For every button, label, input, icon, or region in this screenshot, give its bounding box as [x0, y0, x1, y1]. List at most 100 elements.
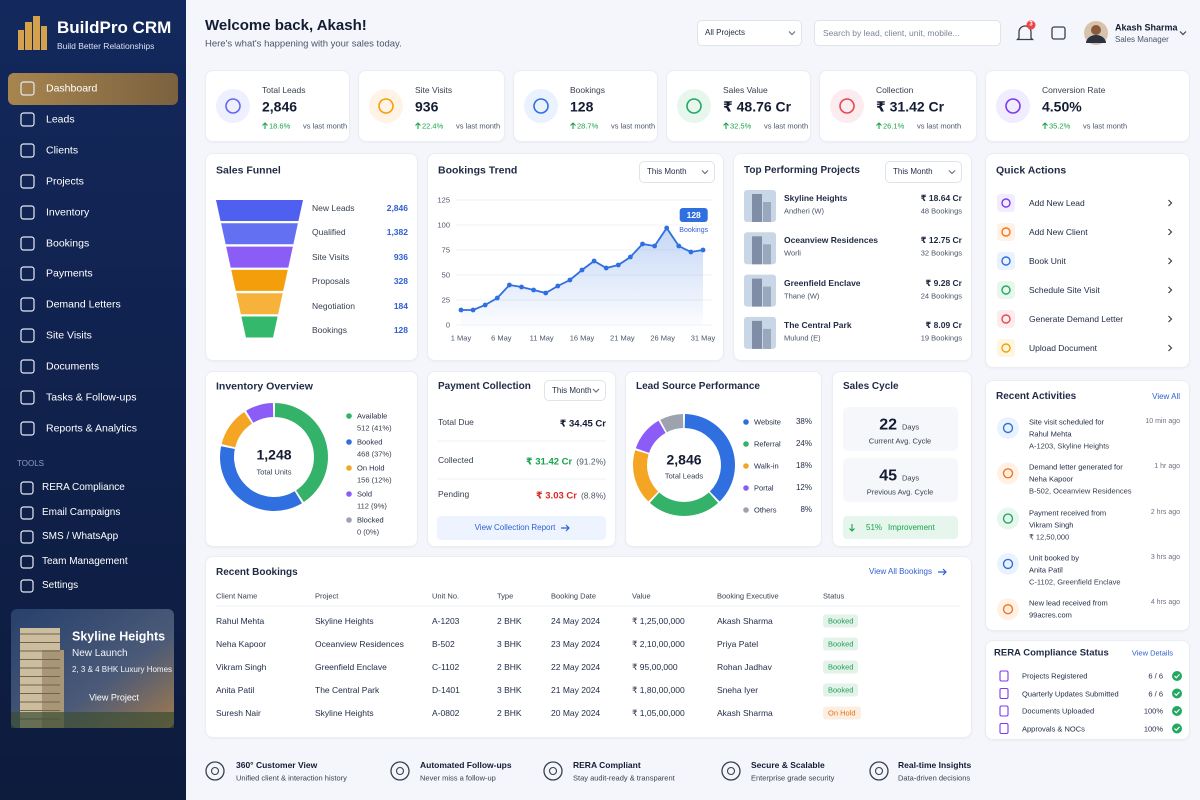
project-name[interactable]: Skyline Heights — [784, 192, 848, 203]
nav-item[interactable]: Documents — [46, 360, 100, 373]
table-cell: 2 BHK — [497, 615, 522, 626]
nav-item[interactable]: SMS / WhatsApp — [42, 531, 119, 542]
feature-description: Enterprise grade security — [751, 773, 835, 783]
nav-item[interactable]: Reports & Analytics — [46, 422, 138, 435]
check-icon — [1172, 706, 1182, 716]
arrow — [561, 524, 570, 532]
dropdown[interactable] — [544, 380, 606, 401]
chevron — [1179, 31, 1187, 36]
dropdown-label[interactable]: This Month — [647, 167, 687, 177]
nav-item[interactable]: Dashboard — [46, 82, 98, 95]
card-title: Recent Activities — [996, 391, 1077, 402]
nav-item[interactable]: Demand Letters — [46, 298, 121, 311]
view-all-link[interactable]: View All Bookings — [869, 567, 932, 577]
dropdown[interactable] — [885, 161, 962, 183]
nav-item[interactable]: Bookings — [46, 237, 90, 250]
nav-item[interactable]: Projects — [46, 175, 84, 188]
cycle-box — [843, 407, 958, 451]
chevron — [948, 170, 956, 175]
chevron — [1168, 257, 1173, 265]
promo-button-label[interactable]: View Project — [89, 692, 139, 703]
nav-item[interactable]: RERA Compliance — [42, 482, 125, 493]
user-name: Akash Sharma — [1115, 22, 1178, 33]
column-header: Value — [632, 591, 651, 601]
funnel-value: 2,846 — [386, 202, 408, 213]
table-cell: Skyline Heights — [315, 615, 374, 626]
page-subtitle: Here's what's happening with your sales … — [205, 38, 402, 50]
nav-item[interactable]: Tasks & Follow-ups — [46, 391, 137, 404]
notification-count: 3 — [1029, 21, 1033, 28]
button-label[interactable]: View Collection Report — [474, 523, 556, 533]
chevron — [1168, 199, 1173, 207]
dropdown-label[interactable]: This Month — [893, 167, 933, 177]
donut-segment — [633, 450, 659, 502]
kpi-period: vs last month — [917, 121, 962, 131]
table-cell: Priya Patel — [717, 638, 759, 649]
funnel-label: Proposals — [312, 276, 350, 287]
activity-icon-background — [997, 462, 1019, 485]
check-icon — [1174, 726, 1180, 732]
action-icon-background — [997, 194, 1015, 212]
dropdown[interactable] — [639, 161, 715, 183]
quick-action[interactable]: Upload Document — [1029, 342, 1098, 353]
quick-action[interactable]: Add New Client — [1029, 226, 1088, 237]
table-cell: Oceanview Residences — [315, 638, 404, 649]
notification-badge — [1026, 20, 1036, 30]
funnel-label: New Leads — [312, 202, 355, 213]
arrow-up — [570, 122, 576, 129]
rera-status-card — [985, 640, 1190, 740]
quick-action[interactable]: Add New Lead — [1029, 197, 1085, 208]
rera-value: 6 / 6 — [1148, 689, 1163, 698]
legend-marker — [346, 491, 352, 497]
search-box[interactable] — [814, 20, 1001, 46]
collection-report-button[interactable] — [437, 516, 606, 540]
project-thumbnail — [752, 236, 762, 265]
user-role: Sales Manager — [1115, 35, 1169, 45]
trend-point — [555, 283, 561, 289]
project-name[interactable]: Oceanview Residences — [784, 235, 879, 246]
payment-label: Total Due — [438, 416, 474, 427]
kpi-icon-background — [677, 89, 711, 123]
improvement-value: 51% — [866, 523, 883, 533]
kpi-value: ₹ 48.76 Cr — [723, 98, 792, 115]
project-name[interactable]: The Central Park — [784, 319, 852, 330]
table-cell: Rohan Jadhav — [717, 661, 772, 672]
dropdown-label[interactable]: All Projects — [705, 28, 746, 38]
project-bookings: 32 Bookings — [920, 248, 962, 258]
rera-label: Quarterly Updates Submitted — [1022, 689, 1119, 698]
nav-item[interactable]: Inventory — [46, 206, 90, 219]
dropdown[interactable] — [697, 20, 802, 46]
cycle-unit: Days — [902, 422, 920, 432]
nav-item[interactable]: Clients — [46, 144, 79, 157]
activity-time: 2 hrs ago — [1150, 508, 1180, 516]
project-name[interactable]: Greenfield Enclave — [784, 277, 861, 288]
trend-point — [700, 247, 706, 253]
nav-item[interactable]: Email Campaigns — [42, 507, 121, 518]
quick-action[interactable]: Generate Demand Letter — [1029, 313, 1124, 324]
nav-item[interactable]: Payments — [46, 267, 93, 280]
project-thumbnail — [752, 320, 762, 349]
donut-segment — [246, 403, 274, 423]
table-cell: D-1401 — [432, 684, 460, 695]
quick-action[interactable]: Book Unit — [1029, 255, 1066, 266]
kpi-icon-background — [830, 89, 864, 123]
promo-description: 2, 3 & 4 BHK Luxury Homes — [72, 665, 173, 675]
legend-value: 8% — [800, 505, 812, 515]
dropdown-label[interactable]: This Month — [552, 385, 592, 395]
check-icon — [1172, 723, 1182, 734]
activity-time: 4 hrs ago — [1150, 598, 1180, 606]
legend-value: 18% — [795, 461, 812, 471]
view-all-link[interactable]: View All — [1152, 392, 1180, 402]
nav-item[interactable]: Site Visits — [46, 329, 92, 342]
funnel-stage — [226, 246, 293, 268]
nav-item[interactable]: Leads — [46, 113, 75, 126]
x-tick-label: 21 May — [610, 333, 635, 343]
nav-item[interactable]: Team Management — [42, 556, 128, 567]
search-placeholder[interactable]: Search by lead, client, unit, mobile... — [823, 27, 960, 38]
activity-subject: 99acres.com — [1029, 610, 1072, 620]
quick-action[interactable]: Schedule Site Visit — [1029, 284, 1100, 295]
nav-icon — [20, 174, 35, 189]
nav-item[interactable]: Settings — [42, 580, 79, 591]
view-details-link[interactable]: View Details — [1131, 648, 1173, 658]
